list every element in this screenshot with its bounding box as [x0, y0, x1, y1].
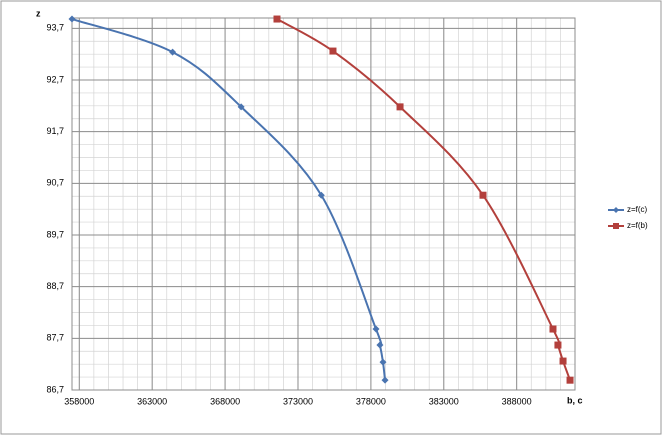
legend-label: z=f(c): [627, 205, 648, 214]
y-tick-label: 91,7: [46, 126, 64, 136]
x-tick-label: 358000: [64, 396, 94, 406]
y-tick-label: 93,7: [46, 23, 64, 33]
marker: [396, 103, 404, 111]
marker: [479, 191, 487, 199]
x-tick-label: 388000: [502, 396, 532, 406]
marker: [329, 47, 337, 55]
marker: [273, 15, 281, 23]
marker: [372, 325, 380, 333]
marker: [381, 376, 389, 384]
y-tick-label: 87,7: [46, 333, 64, 343]
marker: [237, 103, 245, 111]
marker: [554, 341, 562, 349]
marker: [169, 48, 177, 56]
series-line: [276, 18, 571, 381]
x-tick-label: 373000: [283, 396, 313, 406]
y-tick-label: 92,7: [46, 74, 64, 84]
marker: [68, 15, 76, 23]
marker: [376, 341, 384, 349]
legend-label: z=f(b): [627, 221, 648, 230]
x-tick-label: 363000: [137, 396, 167, 406]
x-tick-label: 378000: [356, 396, 386, 406]
marker: [549, 325, 557, 333]
grid: [72, 18, 576, 391]
x-tick-label: 368000: [210, 396, 240, 406]
plot-area: [71, 17, 576, 391]
y-tick-label: 89,7: [46, 229, 64, 239]
x-tick-label: 383000: [429, 396, 459, 406]
y-axis-title: z: [36, 8, 41, 18]
marker: [566, 376, 574, 384]
legend-marker: [613, 207, 619, 213]
marker: [317, 191, 325, 199]
y-tick-label: 86,7: [46, 384, 64, 394]
x-axis-title: b, c: [567, 395, 583, 405]
y-tick-label: 88,7: [46, 281, 64, 291]
marker: [379, 358, 387, 366]
marker: [559, 357, 567, 365]
y-tick-label: 90,7: [46, 178, 64, 188]
legend-marker: [613, 223, 619, 229]
